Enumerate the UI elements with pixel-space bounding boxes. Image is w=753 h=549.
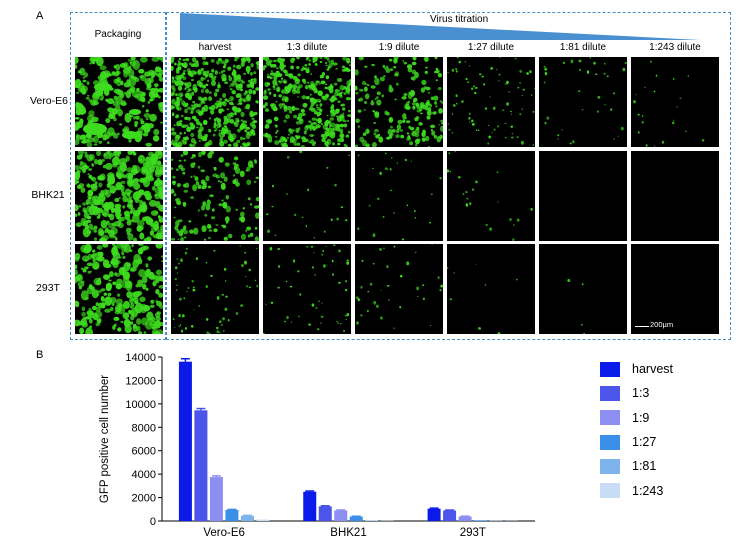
titration-micrograph [171, 244, 259, 334]
bar [443, 510, 457, 521]
titration-micrograph [447, 151, 535, 241]
x-tick-label: 293T [460, 527, 486, 539]
legend-swatch [600, 361, 620, 377]
legend-item: 1:243 [600, 478, 673, 502]
bar [178, 361, 192, 521]
packaging-micrograph [75, 244, 163, 334]
legend-swatch [600, 483, 620, 499]
titration-micrograph [355, 244, 443, 334]
titration-wedge [180, 13, 700, 40]
y-tick-label: 2000 [132, 493, 156, 505]
y-axis-label: GFP positive cell number [99, 375, 111, 503]
bar [458, 516, 472, 521]
legend-label: 1:27 [632, 435, 657, 450]
bar-chart: 0 2000 4000 6000 8000 10000 12000 14000 GFP posi… [99, 352, 535, 539]
legend-swatch [600, 434, 620, 450]
legend-swatch [600, 410, 620, 426]
bar [349, 516, 363, 521]
bar [256, 519, 270, 521]
column-header: 1:9 dilute [378, 42, 420, 53]
bar [225, 509, 239, 521]
legend-item: 1:27 [600, 430, 673, 454]
titration-micrograph [171, 151, 259, 241]
legend-swatch [600, 385, 620, 401]
legend-label: 1:81 [632, 459, 657, 474]
y-tick-label: 0 [150, 516, 156, 528]
titration-micrograph [539, 244, 627, 334]
legend-swatch [600, 458, 620, 474]
bar [427, 508, 441, 521]
titration-frame [166, 12, 731, 340]
bar [334, 510, 348, 521]
bar [474, 520, 488, 521]
titration-micrograph [263, 151, 351, 241]
column-header: 1:243 dilute [649, 42, 701, 53]
legend-label: 1:243 [632, 483, 664, 498]
x-tick-label: BHK21 [330, 527, 366, 539]
legend-label: 1:3 [632, 386, 650, 401]
titration-micrograph [631, 244, 719, 334]
column-header: 1:3 dilute [286, 42, 328, 53]
titration-micrograph [631, 151, 719, 241]
titration-micrograph [355, 151, 443, 241]
row-header: Vero-E6 [30, 95, 68, 107]
panel-a-label: A [36, 10, 44, 22]
x-tick-label: Vero-E6 [203, 527, 245, 539]
titration-micrograph [263, 244, 351, 334]
panel-b-label: B [36, 349, 44, 361]
column-header: 1:81 dilute [559, 42, 607, 53]
virus-titration-label: Virus titration [430, 14, 489, 25]
legend-label: harvest [632, 362, 673, 377]
chart-legend: harvest 1:3 1:9 1:27 1:81 1:243 [600, 357, 673, 503]
bar [303, 491, 317, 521]
column-header: 1:27 dilute [467, 42, 515, 53]
y-tick-label: 8000 [132, 422, 156, 434]
row-header: BHK21 [31, 189, 65, 201]
titration-micrograph [171, 57, 259, 147]
titration-micrograph [539, 151, 627, 241]
y-tick-label: 4000 [132, 469, 156, 481]
bar [209, 477, 223, 521]
legend-item: 1:9 [600, 406, 673, 430]
bar [318, 506, 332, 521]
y-tick-label: 10000 [125, 399, 156, 411]
y-tick-label: 12000 [125, 375, 156, 387]
legend-item: 1:81 [600, 454, 673, 478]
packaging-micrograph [75, 151, 163, 241]
y-tick-label: 14000 [125, 352, 156, 364]
column-header: harvest [198, 42, 232, 53]
scale-bar-label: 200μm [650, 320, 674, 329]
titration-micrograph [355, 57, 443, 147]
bar [194, 410, 208, 521]
packaging-frame [70, 12, 166, 340]
legend-item: harvest [600, 357, 673, 381]
packaging-micrograph [75, 57, 163, 147]
y-tick-label: 6000 [132, 446, 156, 458]
scale-bar [635, 326, 649, 327]
legend-label: 1:9 [632, 410, 650, 425]
titration-micrograph [539, 57, 627, 147]
titration-micrograph [447, 244, 535, 334]
row-header: 293T [36, 282, 60, 294]
packaging-label: Packaging [94, 29, 142, 40]
legend-item: 1:3 [600, 381, 673, 405]
bar [240, 515, 254, 521]
titration-micrograph [263, 57, 351, 147]
titration-micrograph [631, 57, 719, 147]
titration-micrograph [447, 57, 535, 147]
